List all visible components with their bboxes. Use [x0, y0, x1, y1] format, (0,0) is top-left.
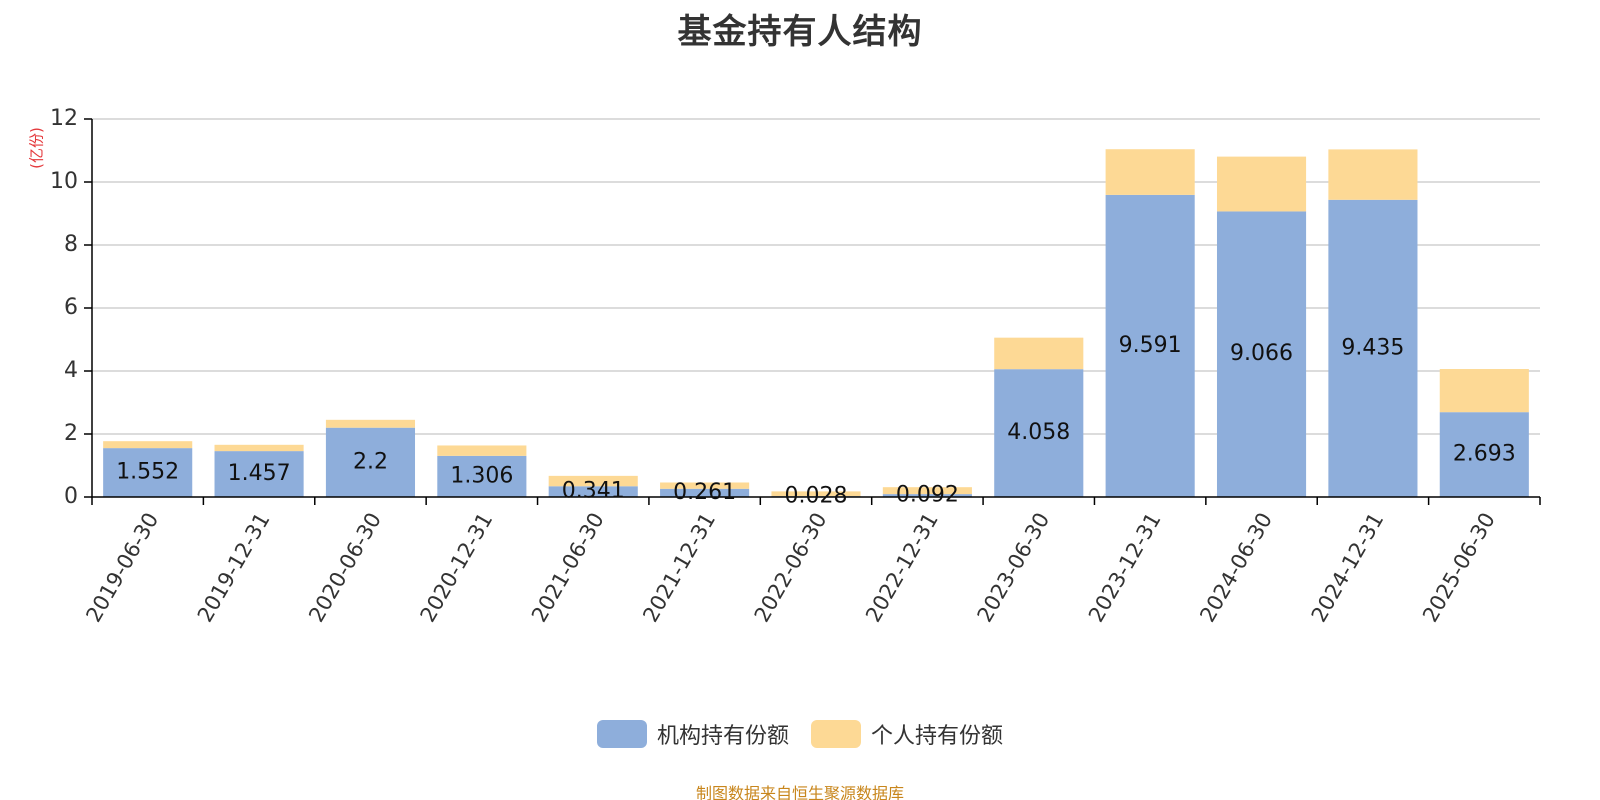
bar-individual — [214, 444, 304, 452]
y-tick-label: 2 — [64, 421, 78, 446]
y-tick-label: 10 — [50, 169, 78, 194]
data-label: 9.066 — [1230, 341, 1293, 366]
x-tick-label: 2021-06-30 — [527, 509, 609, 627]
bar-institution — [882, 494, 972, 497]
bar-institution — [437, 455, 527, 497]
bar-institution — [214, 451, 304, 497]
data-label: 9.591 — [1119, 333, 1182, 358]
x-tick-label: 2020-06-30 — [304, 509, 386, 627]
grid-lines — [92, 118, 1540, 435]
legend-item-institution[interactable]: 机构持有份额 — [596, 718, 789, 750]
x-tick-label: 2024-06-30 — [1195, 509, 1277, 627]
data-labels: 1.552 1.457 2.2 1.306 0.341 0.261 0.028 0.092 4.… — [116, 333, 1516, 509]
bar-individual — [882, 487, 972, 495]
legend-label-individual: 个人持有份额 — [871, 724, 1004, 749]
data-label: 1.457 — [228, 461, 291, 486]
data-label: 0.092 — [896, 483, 959, 508]
x-tick-label: 2020-12-31 — [416, 509, 498, 627]
y-tick-label: 4 — [64, 358, 78, 383]
x-tick-label: 2021-12-31 — [638, 509, 720, 627]
legend-label-institution: 机构持有份额 — [656, 724, 789, 749]
data-label: 0.341 — [562, 479, 625, 504]
y-tick-label: 12 — [50, 106, 78, 131]
legend: 机构持有份额 个人持有份额 — [0, 718, 1600, 750]
data-label: 9.435 — [1341, 335, 1404, 360]
source-note: 制图数据来自恒生聚源数据库 — [695, 784, 904, 800]
bar-individual — [771, 491, 861, 497]
bar-individual — [994, 337, 1084, 370]
bar-institution — [994, 369, 1084, 497]
y-tick-label: 8 — [64, 232, 78, 257]
x-tick-label: 2023-12-31 — [1084, 509, 1166, 627]
bar-individual — [1105, 149, 1195, 195]
y-tick-label: 6 — [64, 295, 78, 320]
data-label: 4.058 — [1007, 420, 1070, 445]
bar-individual — [548, 475, 638, 487]
data-label: 2.693 — [1453, 442, 1516, 467]
bar-institution — [103, 448, 193, 497]
x-tick-label: 2019-06-30 — [81, 509, 163, 627]
bar-individual — [1439, 369, 1529, 413]
data-label: 0.028 — [785, 484, 848, 509]
bar-institution — [1439, 412, 1529, 497]
bar-individual — [437, 445, 527, 456]
bar-institution — [1328, 199, 1418, 498]
x-tick-label: 2025-06-30 — [1418, 509, 1500, 627]
legend-item-individual[interactable]: 个人持有份额 — [811, 718, 1003, 750]
bar-individual — [103, 441, 193, 449]
bar-individual — [660, 482, 750, 489]
data-label: 2.2 — [353, 449, 388, 474]
legend-swatch-institution — [596, 720, 647, 748]
bar-series — [103, 149, 1529, 498]
bar-individual — [1328, 149, 1418, 200]
x-tick-label: 2023-06-30 — [972, 509, 1054, 627]
chart-title: 基金持有人结构 — [677, 12, 923, 52]
y-tick-label: 0 — [64, 484, 78, 509]
legend-swatch-individual — [811, 720, 861, 748]
bar-institution — [1216, 211, 1307, 497]
y-axis-unit-label: (亿份) — [28, 127, 46, 169]
bar-institution — [1105, 194, 1195, 498]
bar-institution — [660, 488, 750, 497]
bar-individual — [1216, 156, 1307, 212]
x-tick-label: 2019-12-31 — [193, 509, 275, 627]
bar-institution — [325, 427, 416, 497]
bar-institution — [548, 486, 638, 497]
x-tick-label: 2024-12-31 — [1307, 509, 1389, 627]
data-label: 0.261 — [673, 480, 736, 505]
x-tick-label: 2022-06-30 — [750, 509, 832, 627]
axes: 0 2 4 6 8 10 12 2019-06-30 2019-12-31 2020-06-30 2… — [50, 106, 1541, 627]
data-label: 1.306 — [450, 463, 513, 488]
x-tick-label: 2022-12-31 — [861, 509, 943, 627]
bar-individual — [325, 419, 416, 428]
data-label: 1.552 — [116, 460, 179, 485]
